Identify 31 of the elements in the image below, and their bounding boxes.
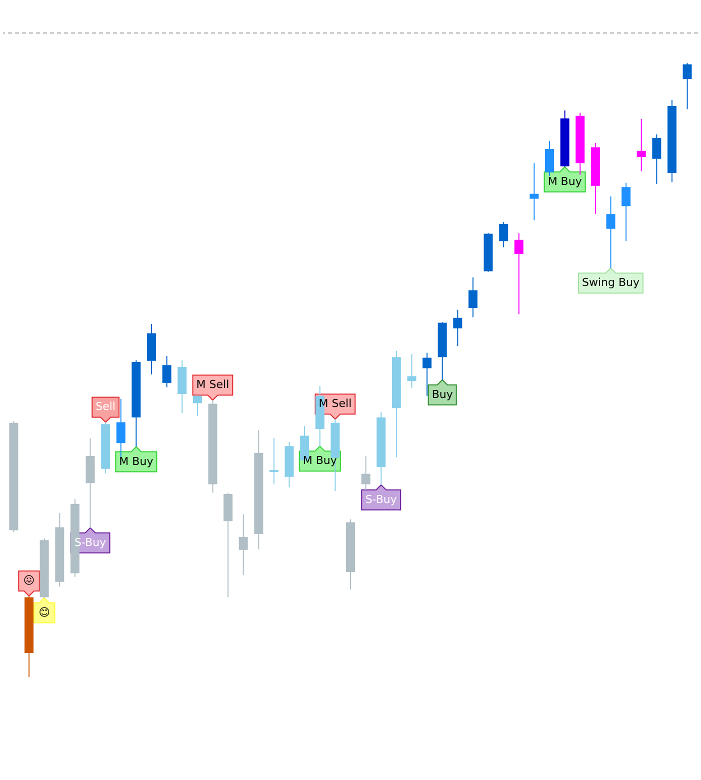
annotation: M Sell <box>318 397 352 410</box>
candlestick <box>192 394 202 417</box>
candlestick <box>422 352 432 396</box>
annotation: M Buy <box>119 454 154 468</box>
annotation: M Buy <box>548 174 582 188</box>
annotation: 😖 <box>23 574 35 587</box>
annotation: 😊 <box>38 606 50 619</box>
candlestick <box>361 455 370 490</box>
candlestick <box>652 134 662 185</box>
annotation: M Buy <box>302 454 338 468</box>
candlestick <box>407 354 416 388</box>
candlestick <box>530 162 539 221</box>
candlestick <box>238 514 248 576</box>
candlestick <box>162 355 172 388</box>
candlestick <box>606 196 616 269</box>
candlestick <box>499 222 508 248</box>
candlestick <box>468 276 478 318</box>
candlestick <box>453 309 462 347</box>
candlestick <box>514 232 524 315</box>
candlestick <box>116 398 126 458</box>
candlestick <box>269 438 278 485</box>
candlestick <box>545 140 554 177</box>
candlestick <box>622 182 631 242</box>
annotation: S-Buy <box>74 536 107 549</box>
candlestick <box>636 118 646 172</box>
annotation: M Sell <box>196 378 230 392</box>
candlestick <box>682 62 692 110</box>
annotation: S-Buy <box>365 492 398 506</box>
annotation: Swing Buy <box>582 276 640 290</box>
annotation: Sell <box>96 400 116 414</box>
annotation: Buy <box>432 388 454 401</box>
